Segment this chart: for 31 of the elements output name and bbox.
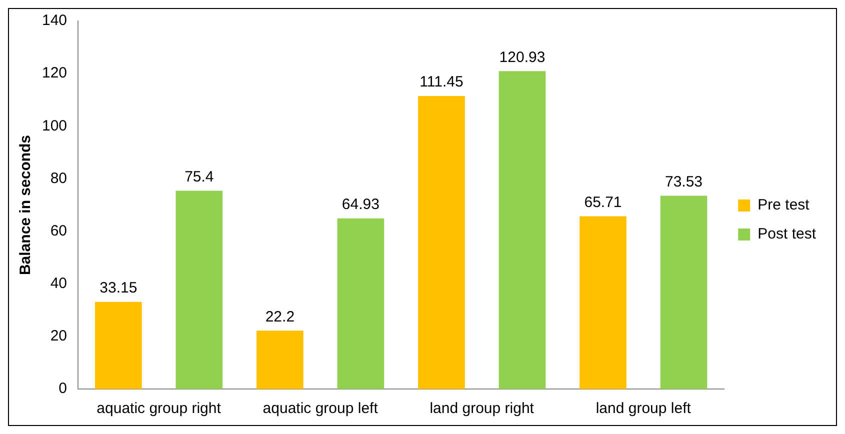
bar [337, 218, 384, 389]
data-label: 33.15 [100, 280, 138, 297]
data-label: 120.93 [499, 48, 546, 66]
y-tick-label: 40 [50, 275, 68, 292]
y-tick-label: 20 [50, 328, 68, 345]
data-label: 75.4 [184, 168, 214, 186]
data-label: 65.71 [584, 194, 622, 211]
y-tick-label: 80 [50, 170, 68, 187]
bar [176, 190, 223, 389]
y-tick-label: 0 [58, 380, 68, 398]
data-label: 73.53 [664, 173, 703, 190]
x-tick-label: aquatic group right [96, 400, 222, 418]
x-tick-label: aquatic group left [262, 400, 379, 418]
y-tick-label: 120 [42, 64, 68, 82]
y-tick-label: 60 [50, 222, 68, 240]
bar [418, 96, 465, 389]
data-label: 111.45 [420, 74, 464, 91]
legend-label: Pre test [758, 196, 810, 214]
x-tick-label: land group left [596, 400, 692, 418]
y-tick-label: 100 [42, 117, 68, 134]
bar [580, 216, 626, 389]
bar [498, 71, 546, 389]
bar [256, 330, 304, 389]
bar [660, 196, 708, 389]
y-tick-label: 140 [42, 12, 68, 30]
data-label: 22.2 [265, 308, 295, 326]
legend-label: Post test [758, 226, 817, 243]
data-label: 64.93 [342, 196, 380, 213]
y-axis-title: Balance in seconds [17, 134, 34, 276]
x-tick-label: land group right [430, 400, 535, 418]
bar [94, 302, 142, 389]
